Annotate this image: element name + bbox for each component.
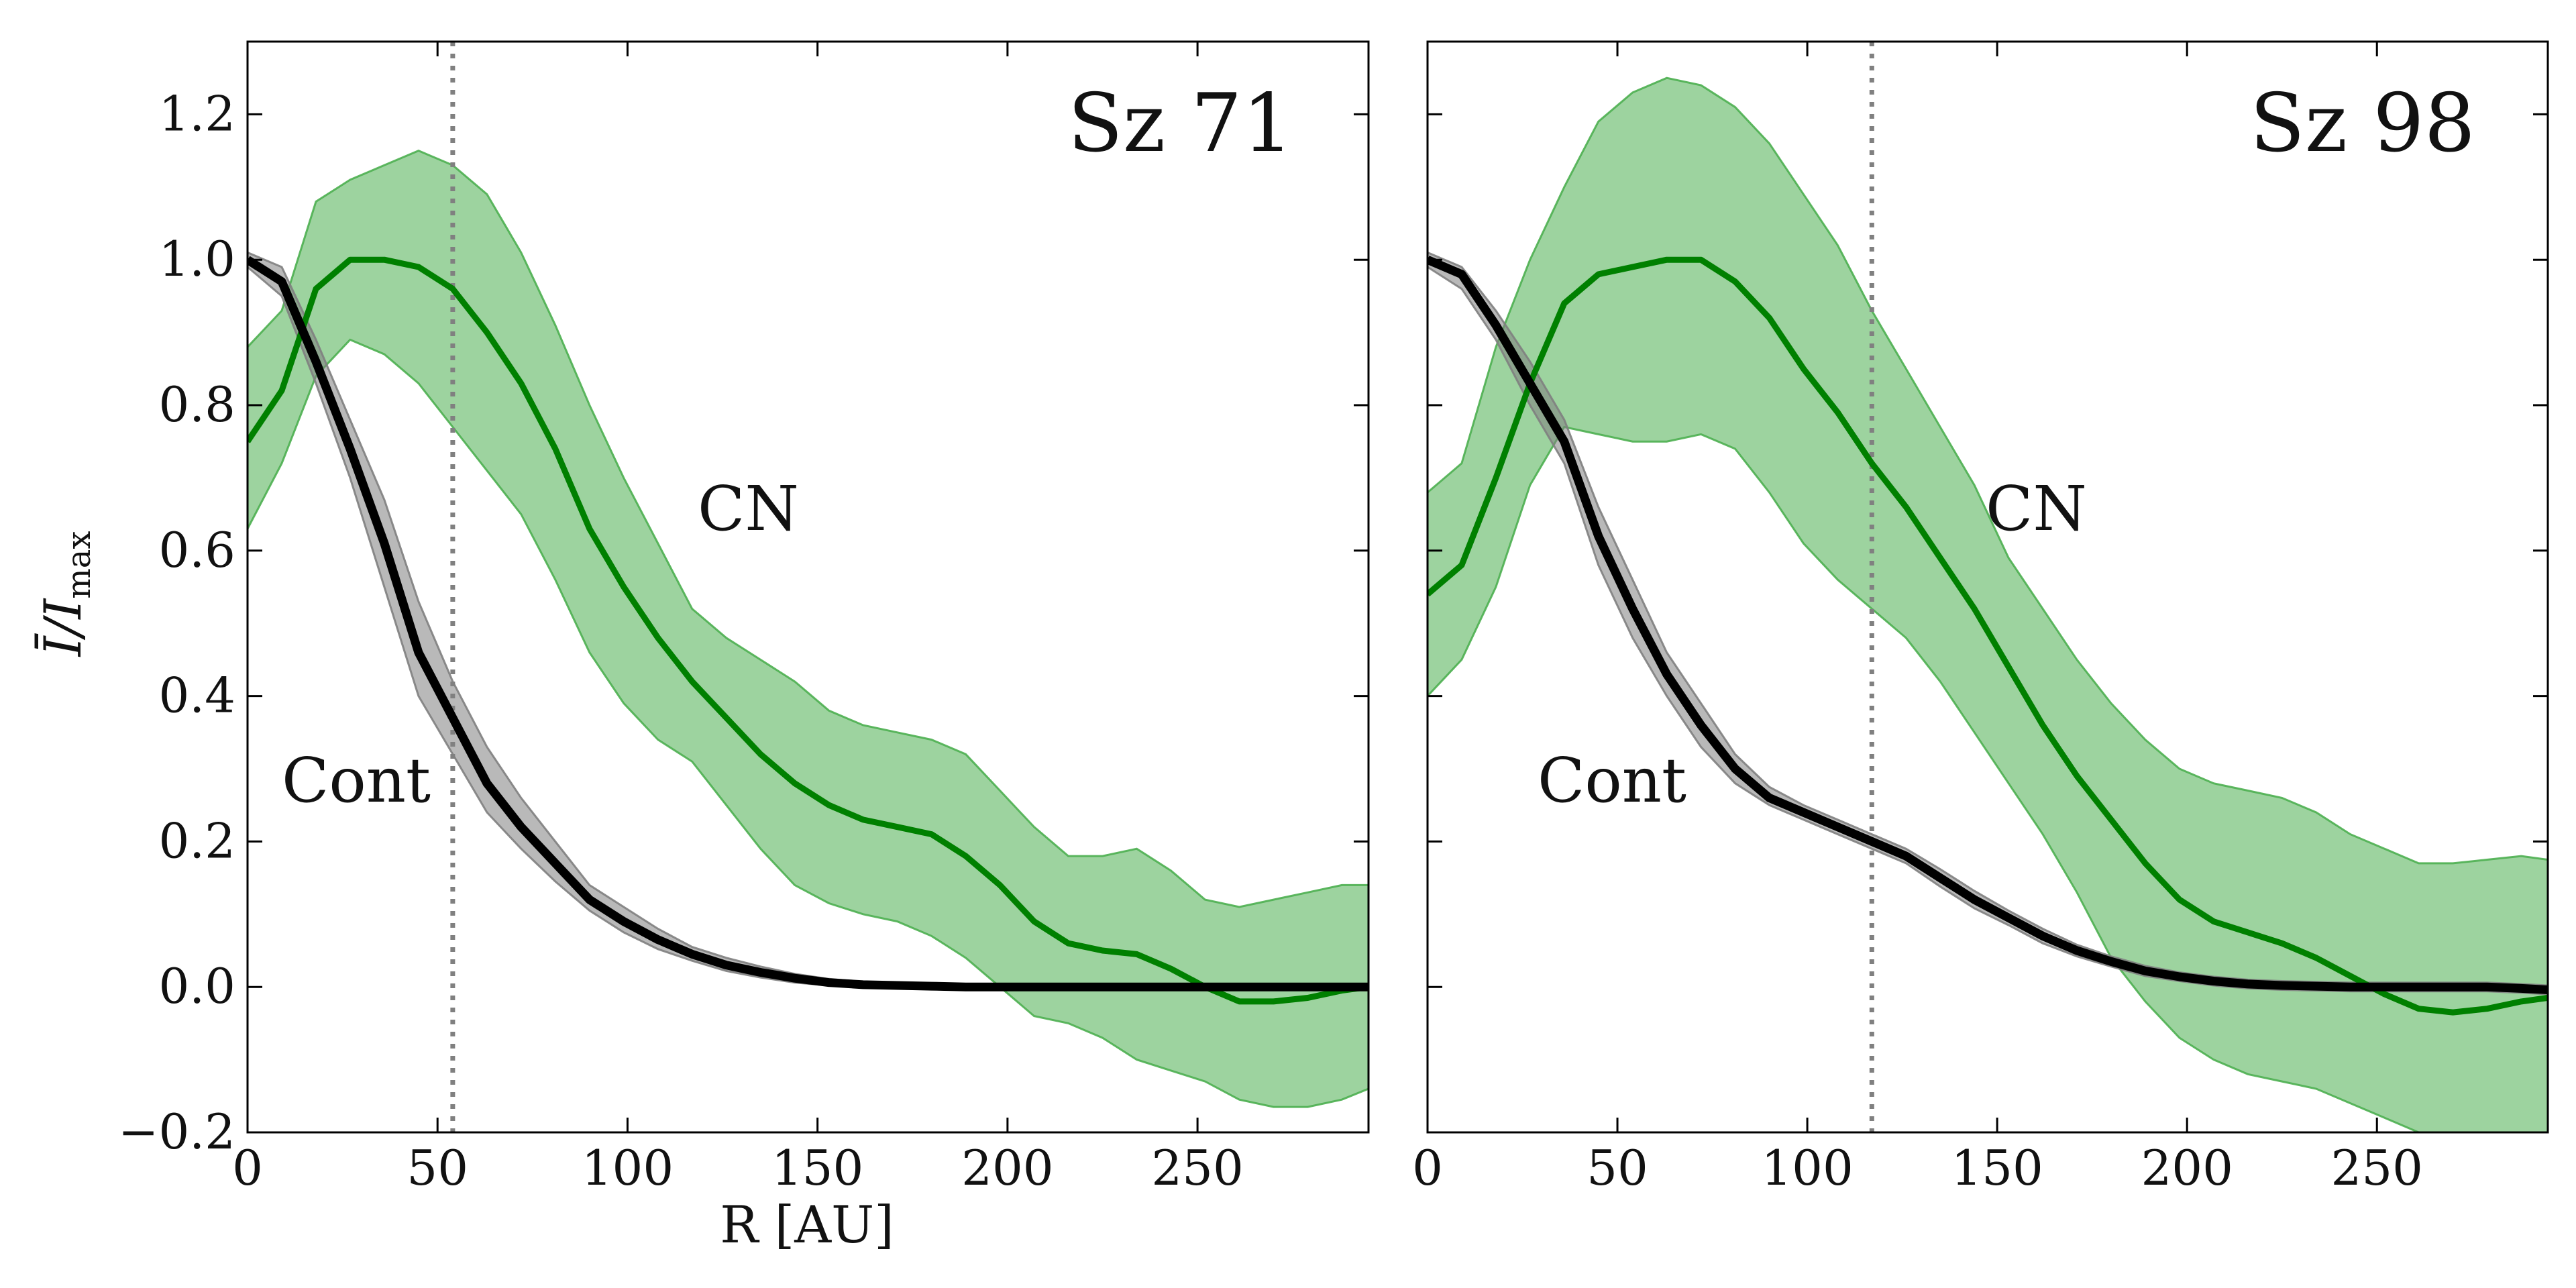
- y-tick-label: −0.2: [118, 1104, 235, 1160]
- series-line-cn: [248, 256, 1368, 1005]
- axes-frame: [1426, 40, 2549, 1134]
- x-axis-title: R [AU]: [720, 1195, 894, 1254]
- x-tick-label: 50: [407, 1140, 468, 1196]
- panel-sz71-plot-layer: [248, 42, 1368, 1132]
- x-tick-label: 200: [2141, 1140, 2233, 1196]
- y-tick-label: 1.2: [158, 85, 235, 142]
- series-line-cont: [248, 256, 1368, 991]
- plot-area: [1428, 42, 2548, 1132]
- uncertainty-band-cont: [248, 251, 1368, 990]
- x-tick-label: 0: [1412, 1140, 1443, 1196]
- y-tick-label: 0.6: [158, 522, 235, 578]
- y-tick-label: 0.8: [158, 376, 235, 433]
- x-tick-label: 250: [2331, 1140, 2423, 1196]
- y-tick-label: 0.0: [158, 958, 235, 1014]
- x-tick-label: 50: [1587, 1140, 1648, 1196]
- y-axis-title-main: Ī/I: [33, 598, 93, 658]
- series-annotation-cont: Cont: [282, 745, 431, 816]
- y-tick-label: 0.4: [158, 667, 235, 724]
- y-tick-label: 1.0: [158, 231, 235, 287]
- uncertainty-band-cont: [1428, 251, 2548, 996]
- panel-title-sz98: Sz 98: [2250, 77, 2475, 170]
- panel-sz71-tick-layer: 0 50 100 150 200 250 −0.2 0.0 0.2 0.4 0.6 0.8 1.0 1.2: [118, 40, 1370, 1196]
- plot-area: [248, 42, 1368, 1132]
- x-tick-label: 0: [232, 1140, 263, 1196]
- uncertainty-band-cn: [1428, 76, 2548, 1132]
- x-tick-label: 150: [1951, 1140, 2043, 1196]
- panel-sz98-tick-layer: 0 50 100 150 200 250: [1412, 40, 2549, 1196]
- series-annotation-cn: CN: [698, 473, 799, 545]
- axes-frame: [246, 40, 1370, 1134]
- series-line-cont: [1428, 256, 2548, 994]
- panel-sz98: 0 50 100 150 200 250 Sz 98 CN Cont: [1412, 40, 2549, 1196]
- x-tick-label: 100: [582, 1140, 674, 1196]
- series-annotation-cont: Cont: [1538, 745, 1686, 816]
- panel-sz71: 0 50 100 150 200 250 −0.2 0.0 0.2 0.4 0.6 0.8 1.0 1.2…: [118, 40, 1370, 1254]
- panel-title-sz71: Sz 71: [1068, 77, 1293, 170]
- panel-sz98-plot-layer: [1428, 42, 2548, 1132]
- y-axis-title: Ī/Imax: [33, 531, 98, 658]
- series-annotation-cn: CN: [1986, 473, 2087, 545]
- x-tick-label: 150: [771, 1140, 863, 1196]
- x-tick-label: 250: [1151, 1140, 1243, 1196]
- y-tick-label: 0.2: [158, 812, 235, 869]
- x-tick-label: 200: [961, 1140, 1053, 1196]
- x-tick-label: 100: [1761, 1140, 1853, 1196]
- y-axis-title-sub: max: [60, 531, 98, 599]
